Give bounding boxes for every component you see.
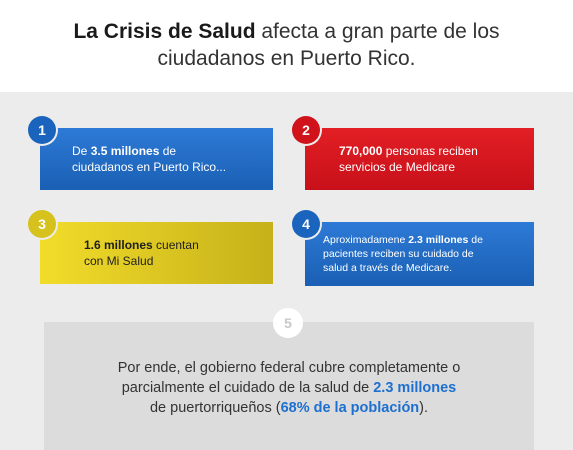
conclusion-percentage: 68% de la población [280, 400, 420, 416]
number-badge-4: 4 [292, 210, 320, 238]
stat-card-3-value: 1.6 millones [84, 238, 153, 252]
number-badge-3: 3 [28, 210, 56, 238]
stat-card-4: Aproximadamene 2.3 millones de pacientes… [305, 222, 534, 286]
stat-card-4-text: Aproximadamene 2.3 millones de pacientes… [323, 234, 483, 274]
stat-card-4-value: 2.3 millones [408, 234, 469, 246]
page-title: La Crisis de Salud afecta a gran parte d… [0, 18, 573, 72]
conclusion-value: 2.3 millones [373, 380, 457, 396]
stat-card-2-value: 770,000 [339, 144, 383, 158]
title-line2: ciudadanos en Puerto Rico. [157, 47, 416, 70]
number-badge-5: 5 [273, 308, 303, 338]
number-badge-2: 2 [292, 116, 320, 144]
stat-card-2-text: 770,000 personas reciben servicios de Me… [339, 144, 478, 174]
header: La Crisis de Salud afecta a gran parte d… [0, 0, 573, 92]
stat-card-3-text: 1.6 millones cuentan con Mi Salud [84, 238, 199, 268]
stat-card-2: 770,000 personas reciben servicios de Me… [305, 128, 534, 190]
stat-card-1: De 3.5 millones de ciudadanos en Puerto … [40, 128, 273, 190]
number-badge-1: 1 [28, 116, 56, 144]
stat-card-1-value: 3.5 millones [90, 144, 160, 158]
title-bold: La Crisis de Salud [73, 20, 256, 43]
stat-card-3: 1.6 millones cuentan con Mi Salud [40, 222, 273, 284]
conclusion-panel [44, 322, 534, 450]
conclusion-text: Por ende, el gobierno federal cubre comp… [117, 360, 461, 416]
title-line1: afecta a gran parte de los [255, 20, 500, 43]
stat-card-1-text: De 3.5 millones de ciudadanos en Puerto … [72, 144, 227, 174]
